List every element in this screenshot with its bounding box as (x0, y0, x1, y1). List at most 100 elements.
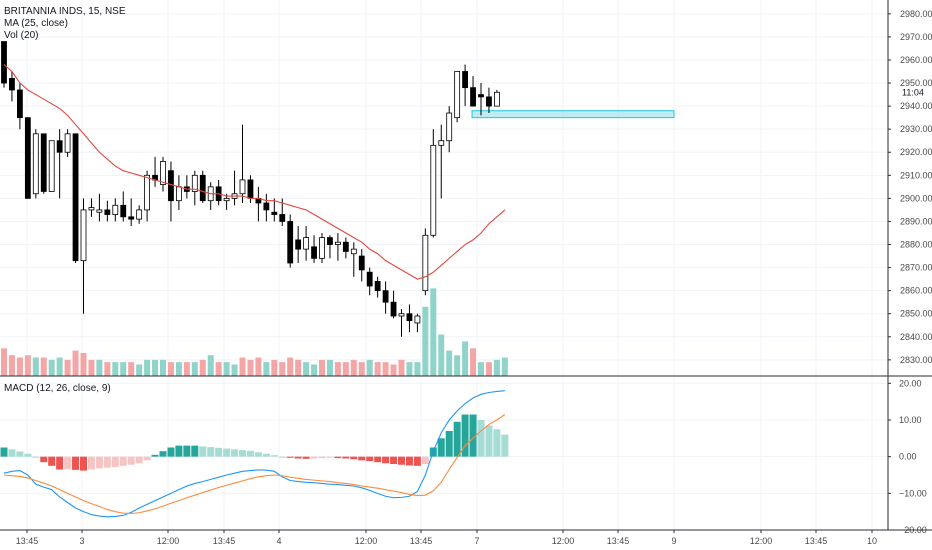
histogram-bar (310, 456, 318, 459)
volume-bar (311, 364, 318, 376)
histogram-bar (262, 453, 270, 457)
volume-bar (462, 341, 469, 376)
candle-body (104, 209, 111, 215)
time-tick-label: 13:45 (607, 536, 630, 546)
candle-body (239, 179, 246, 195)
time-tick-label: 12:00 (157, 536, 180, 546)
macd-tick-label: 20.00 (899, 378, 922, 388)
volume-bar (263, 362, 270, 376)
histogram-bar (151, 454, 159, 457)
histogram-bar (334, 456, 342, 459)
histogram-bar (0, 447, 8, 457)
histogram-bar (199, 446, 207, 457)
histogram-bar (270, 455, 278, 457)
time-tick-label: 13:45 (213, 536, 236, 546)
macd-legend[interactable]: MACD (12, 26, close, 9) (4, 383, 111, 394)
histogram-bar (342, 456, 350, 459)
candle-body (1, 41, 7, 84)
volume-bar (398, 359, 405, 376)
volume-bar (144, 359, 151, 376)
macd-tick-label: 10.00 (899, 415, 922, 425)
candle-body (342, 241, 349, 252)
volume-bar (422, 306, 429, 376)
histogram-bar (405, 456, 413, 466)
candle-body (168, 170, 174, 202)
volume-bar (215, 362, 222, 376)
histogram-bar (215, 447, 223, 457)
candle-body (80, 209, 87, 262)
volume-bar (366, 359, 373, 376)
histogram-bar (421, 456, 429, 464)
macd-line (3, 390, 505, 518)
time-tick-label: 3 (79, 536, 84, 546)
volume-bar (319, 359, 325, 376)
volume-bar (326, 359, 333, 376)
candles (1, 41, 500, 337)
candle-body (374, 281, 381, 292)
volume-bar (128, 362, 135, 376)
time-tick-label: 4 (276, 536, 281, 546)
histogram-bar (56, 456, 64, 470)
volume-bar (239, 357, 246, 376)
histogram-bar (278, 456, 286, 458)
candle-body (486, 96, 492, 107)
candle-body (199, 174, 206, 202)
candle-body (493, 91, 500, 107)
volume-bar (96, 359, 103, 376)
time-tick-label: 9 (671, 536, 676, 546)
histogram-bar (167, 447, 175, 457)
volume-bar (207, 355, 214, 376)
volume-bar (390, 364, 397, 376)
volume-bar (279, 362, 286, 376)
volume-bar (136, 364, 143, 376)
macd-lines (3, 390, 506, 518)
candle-body (64, 133, 71, 153)
ma-line (3, 64, 506, 280)
highlight-zone (471, 110, 675, 119)
time-tick-label: 13:45 (805, 536, 828, 546)
candle-body (120, 204, 127, 218)
candle-body (438, 140, 445, 146)
volume-bar (160, 359, 166, 376)
candle-body (279, 214, 286, 222)
price-tick-label: 2930.00 (900, 124, 932, 134)
time-tick-label: 7 (474, 536, 479, 546)
candle-body (271, 211, 278, 215)
histogram-bar (477, 420, 485, 457)
volume-bar (470, 348, 477, 376)
volume-bar (271, 359, 278, 376)
candle-body (478, 94, 484, 98)
candle-body (311, 246, 317, 259)
histogram-bar (95, 456, 103, 469)
volume-bar (104, 362, 111, 376)
volume-bar (342, 362, 349, 376)
volume-bar (446, 350, 453, 376)
histogram-bar (461, 414, 469, 457)
histogram-bar (326, 456, 334, 458)
volume-bar (88, 359, 95, 376)
ma-legend[interactable]: MA (25, close) (4, 18, 68, 29)
price-tick-label: 2890.00 (900, 216, 932, 226)
price-tick-label: 2920.00 (900, 147, 932, 157)
volume-bar (247, 359, 254, 376)
time-tick-label: 12:00 (750, 536, 773, 546)
price-tick-label: 2830.00 (900, 355, 932, 365)
candle-body (414, 315, 421, 324)
price-tick-label: 2970.00 (900, 32, 932, 42)
price-tick-label: 2850.00 (900, 309, 932, 319)
histogram-bar (8, 449, 16, 457)
candle-body (398, 313, 405, 317)
symbol-title[interactable]: BRITANNIA INDS, 15, NSE (4, 6, 126, 17)
volume-bar (191, 362, 198, 376)
candle-body (96, 209, 103, 213)
candle-body (454, 71, 461, 119)
candle-body (295, 239, 302, 250)
histogram-bar (398, 456, 405, 465)
histogram-bar (294, 456, 302, 459)
histogram-bar (24, 453, 32, 457)
time-tick-label: 10 (867, 536, 877, 546)
volume-legend[interactable]: Vol (20) (4, 30, 39, 41)
candle-body (350, 248, 357, 255)
volume-bar (175, 362, 182, 376)
